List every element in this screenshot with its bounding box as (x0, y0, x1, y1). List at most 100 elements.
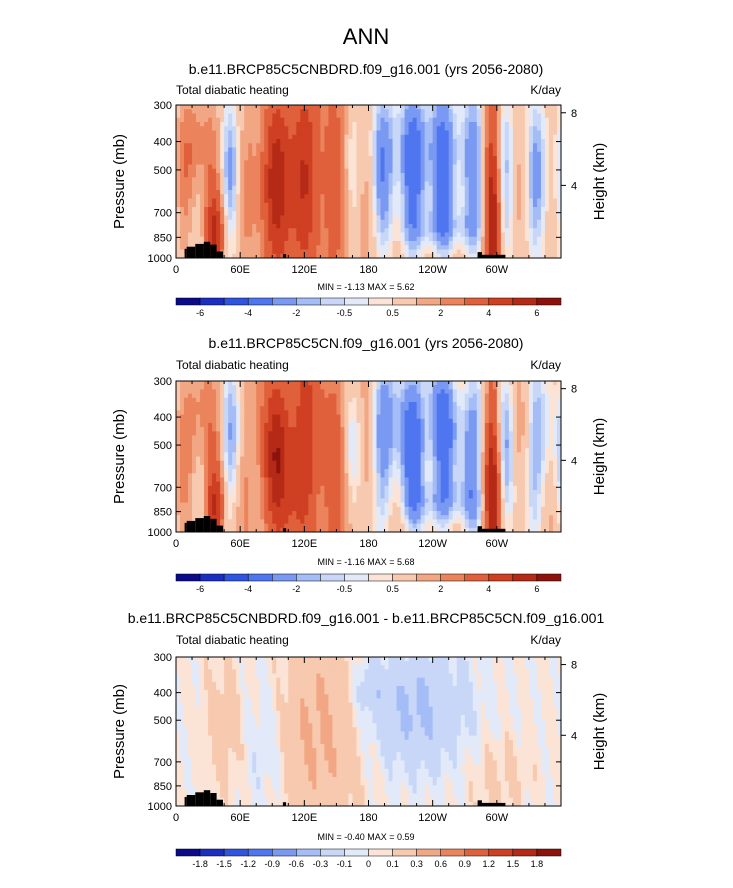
heatmap-cell (372, 173, 377, 178)
heatmap-cell (220, 228, 225, 233)
heatmap-cell (232, 113, 237, 119)
heatmap-cell (188, 185, 193, 191)
heatmap-cell (484, 126, 490, 131)
heatmap-cell (424, 406, 430, 411)
heatmap-cell (232, 109, 237, 114)
heatmap-cell (324, 190, 329, 195)
heatmap-cell (436, 224, 442, 229)
heatmap-cell (300, 113, 305, 119)
heatmap-cell (256, 117, 261, 123)
heatmap-cell (312, 236, 317, 242)
heatmap-cell (420, 381, 426, 386)
heatmap-cell (360, 224, 365, 229)
heatmap-cell (176, 245, 181, 250)
heatmap-cell (548, 198, 554, 204)
heatmap-cell (220, 117, 225, 123)
heatmap-cell (280, 126, 285, 131)
heatmap-cell (328, 117, 333, 123)
heatmap-cell (220, 181, 225, 187)
heatmap-cell (400, 181, 405, 187)
heatmap-cell (504, 224, 510, 229)
heatmap-cell (524, 422, 530, 428)
heatmap-cell (388, 134, 393, 140)
heatmap-cell (312, 249, 317, 255)
heatmap-cell (556, 194, 562, 199)
heatmap-cell (388, 156, 393, 161)
heatmap-cell (504, 160, 510, 165)
heatmap-cell (368, 427, 373, 432)
heatmap-cell (392, 207, 397, 212)
heatmap-cell (252, 207, 257, 212)
heatmap-cell (304, 190, 309, 195)
heatmap-cell (512, 181, 518, 187)
heatmap-cell (180, 194, 185, 199)
heatmap-cell (236, 431, 241, 436)
heatmap-cell (216, 147, 221, 153)
heatmap-cell (308, 105, 313, 110)
heatmap-cell (508, 207, 514, 212)
heatmap-cell (272, 224, 277, 229)
heatmap-cell (352, 410, 357, 415)
heatmap-cell (544, 198, 550, 204)
heatmap-cell (284, 439, 289, 445)
heatmap-cell (260, 393, 265, 399)
heatmap-cell (428, 241, 434, 246)
heatmap-cell (536, 168, 542, 174)
heatmap-cell (480, 194, 486, 199)
heatmap-cell (524, 385, 530, 390)
heatmap-cell (224, 143, 229, 148)
heatmap-cell (368, 168, 373, 174)
heatmap-cell (548, 422, 554, 428)
heatmap-cell (220, 381, 225, 386)
heatmap-cell (344, 126, 349, 131)
heatmap-cell (300, 173, 305, 178)
heatmap-cell (428, 122, 434, 127)
heatmap-cell (364, 249, 369, 255)
heatmap-cell (340, 427, 345, 432)
heatmap-cell (548, 181, 554, 187)
heatmap-cell (388, 194, 393, 199)
heatmap-cell (456, 147, 462, 153)
heatmap-cell (504, 181, 510, 187)
heatmap-cell (448, 156, 454, 161)
heatmap-cell (272, 414, 277, 420)
heatmap-cell (544, 410, 550, 415)
heatmap-cell (556, 219, 562, 225)
heatmap-cell (400, 139, 405, 144)
heatmap-cell (220, 126, 225, 131)
heatmap-cell (240, 249, 245, 255)
heatmap-cell (432, 113, 438, 119)
heatmap-cell (368, 202, 373, 208)
heatmap-cell (308, 431, 313, 436)
heatmap-cell (308, 156, 313, 161)
heatmap-cell (468, 143, 474, 148)
heatmap-cell (268, 151, 273, 157)
heatmap-cell (216, 109, 221, 114)
heatmap-cell (232, 253, 237, 259)
heatmap-cell (212, 130, 217, 136)
heatmap-cell (276, 232, 281, 238)
heatmap-cell (352, 422, 357, 428)
heatmap-cell (348, 215, 353, 221)
heatmap-cell (544, 245, 550, 250)
heatmap-cell (412, 228, 418, 233)
heatmap-cell (316, 381, 321, 386)
heatmap-cell (188, 122, 193, 127)
heatmap-cell (544, 109, 550, 114)
heatmap-cell (268, 105, 273, 110)
heatmap-cell (548, 164, 554, 170)
heatmap-cell (432, 168, 438, 174)
heatmap-cell (292, 117, 297, 123)
heatmap-cell (196, 126, 201, 131)
heatmap-cell (340, 202, 345, 208)
heatmap-cell (364, 160, 369, 165)
heatmap-cell (272, 418, 277, 424)
heatmap-cell (512, 224, 518, 229)
heatmap-cell (532, 249, 538, 255)
heatmap-cell (532, 113, 538, 119)
heatmap-cell (444, 160, 450, 165)
heatmap-cell (232, 211, 237, 216)
heatmap-cell (416, 427, 422, 432)
heatmap-cell (340, 194, 345, 199)
heatmap-cell (232, 122, 237, 127)
